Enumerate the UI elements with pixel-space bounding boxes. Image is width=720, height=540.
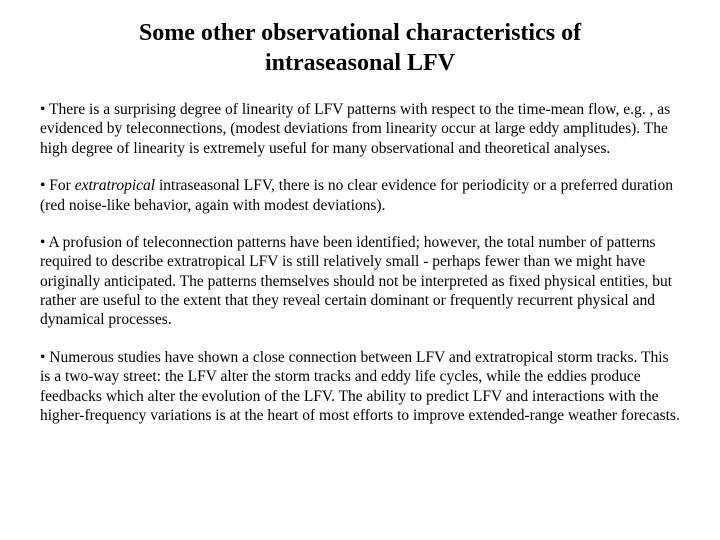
title-line-2: intraseasonal LFV [265,50,455,76]
bullet-2: • For extratropical intraseasonal LFV, t… [40,176,680,215]
bullet-1: • There is a surprising degree of linear… [40,100,680,158]
bullet-4: • Numerous studies have shown a close co… [40,348,680,426]
slide-title: Some other observational characteristics… [40,18,680,78]
bullet-2-em: extratropical [75,177,155,194]
title-line-1: Some other observational characteristics… [139,20,581,46]
bullet-3: • A profusion of teleconnection patterns… [40,233,680,330]
bullet-2-pre: • For [40,177,75,194]
slide-container: Some other observational characteristics… [0,0,720,463]
